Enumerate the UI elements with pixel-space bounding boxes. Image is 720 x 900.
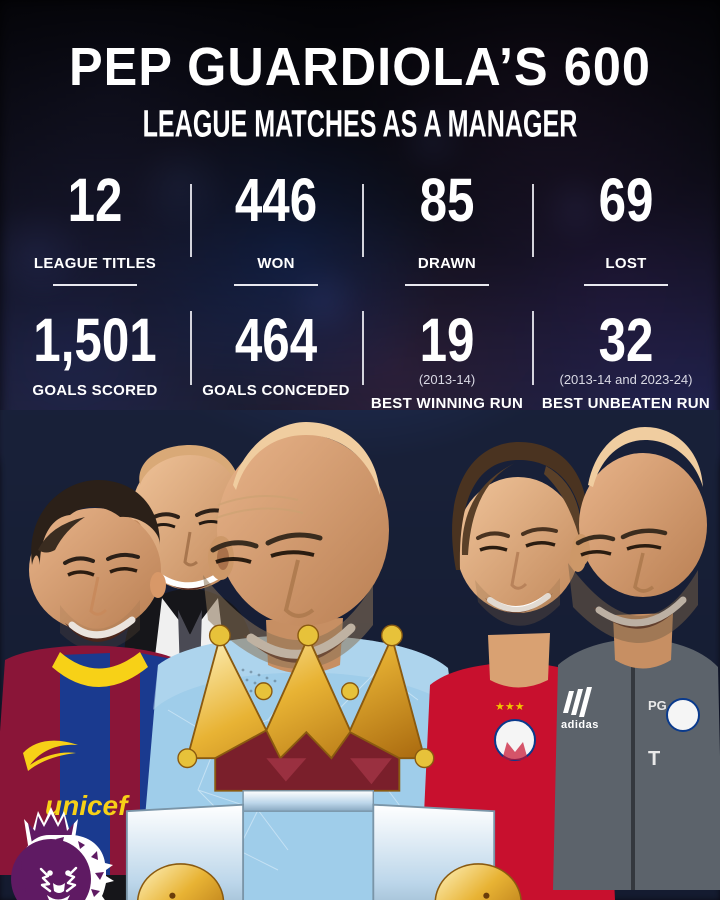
- svg-text:adidas: adidas: [561, 719, 599, 731]
- svg-text:★★★: ★★★: [495, 701, 525, 713]
- svg-text:T: T: [648, 748, 660, 770]
- svg-text:PG: PG: [648, 698, 667, 713]
- svg-text:unicef: unicef: [45, 790, 130, 821]
